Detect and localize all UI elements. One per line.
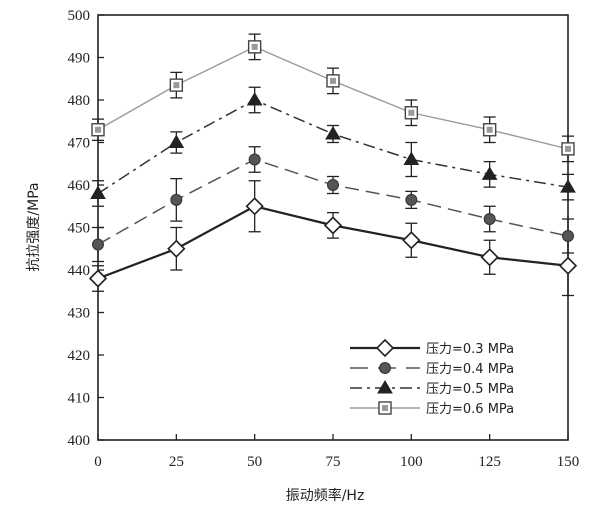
marker-triangle <box>325 126 341 140</box>
marker-diamond <box>88 269 108 288</box>
plot-area: 400 410 420 430 440 450 460 470 480 490 500 0 25 50 75… <box>68 8 580 470</box>
marker-triangle <box>168 134 185 148</box>
legend: 压力=0.3 MPa 压力=0.4 MPa 压力=0.5 MPa 压力=0.6 MPa <box>350 338 514 417</box>
marker-square-inner <box>251 43 258 50</box>
marker-circle <box>327 179 339 191</box>
y-tick-label: 400 <box>68 433 91 449</box>
legend-label: 压力=0.3 MPa <box>426 342 514 357</box>
marker-circle <box>405 193 418 206</box>
legend-item-1: 压力=0.3 MPa <box>350 338 514 358</box>
y-tick-label: 460 <box>68 178 91 194</box>
y-axis-label: 抗拉强度/MPa <box>26 182 42 271</box>
marker-square-inner <box>173 82 180 89</box>
series-2 <box>92 146 574 263</box>
y-tick-label: 410 <box>68 391 91 407</box>
marker-diamond <box>167 239 186 258</box>
marker-square-inner <box>330 77 336 84</box>
x-tick-label: 150 <box>557 454 580 470</box>
x-tick-label: 25 <box>169 454 184 470</box>
marker-square <box>378 401 392 415</box>
marker-square-inner <box>95 126 101 133</box>
marker-square-inner <box>382 405 388 411</box>
marker-circle <box>170 193 183 206</box>
marker-square <box>247 40 262 54</box>
marker-triangle <box>377 380 393 394</box>
legend-item-4: 压力=0.6 MPa <box>350 401 514 417</box>
y-tick-label: 450 <box>68 221 91 237</box>
legend-item-2: 压力=0.4 MPa <box>350 362 514 377</box>
marker-square <box>326 74 340 88</box>
marker-diamond <box>480 248 499 267</box>
y-tick-label: 470 <box>68 136 91 152</box>
marker-triangle <box>90 185 106 199</box>
marker-diamond <box>402 231 421 250</box>
marker-square-inner <box>565 145 571 152</box>
marker-square <box>169 78 184 92</box>
marker-diamond <box>245 197 264 216</box>
marker-triangle <box>403 151 420 165</box>
x-tick-label: 75 <box>326 454 341 470</box>
marker-triangle <box>481 166 498 180</box>
marker-square <box>404 106 419 120</box>
marker-circle <box>92 238 104 251</box>
x-tick-label: 125 <box>478 454 501 470</box>
marker-triangle <box>246 92 263 106</box>
marker-diamond <box>375 338 395 358</box>
y-tick-label: 500 <box>68 8 91 24</box>
x-tick-label: 0 <box>94 454 102 470</box>
legend-label: 压力=0.6 MPa <box>426 402 514 417</box>
y-tick-label: 440 <box>68 263 91 279</box>
legend-label: 压力=0.4 MPa <box>426 362 514 377</box>
marker-circle <box>483 213 496 225</box>
series-3 <box>90 86 576 207</box>
x-tick-label: 100 <box>400 454 423 470</box>
y-tick-label: 430 <box>68 306 91 322</box>
marker-square <box>561 142 575 156</box>
marker-triangle <box>560 179 576 193</box>
marker-square <box>91 123 105 137</box>
legend-item-3: 压力=0.5 MPa <box>350 380 514 397</box>
x-axis-label: 振动频率/Hz <box>286 487 365 504</box>
y-tick-label: 420 <box>68 348 91 364</box>
x-tick-label: 50 <box>247 454 262 470</box>
legend-label: 压力=0.5 MPa <box>426 382 514 397</box>
marker-square-inner <box>408 109 415 116</box>
marker-diamond <box>323 216 343 235</box>
marker-square <box>482 123 497 137</box>
marker-diamond <box>558 256 578 275</box>
marker-square-inner <box>486 126 493 133</box>
marker-circle <box>562 230 574 242</box>
series-4 <box>91 33 575 163</box>
marker-circle <box>379 362 391 374</box>
y-tick-label: 490 <box>68 51 91 67</box>
marker-circle <box>248 153 261 166</box>
y-tick-label: 480 <box>68 93 91 109</box>
